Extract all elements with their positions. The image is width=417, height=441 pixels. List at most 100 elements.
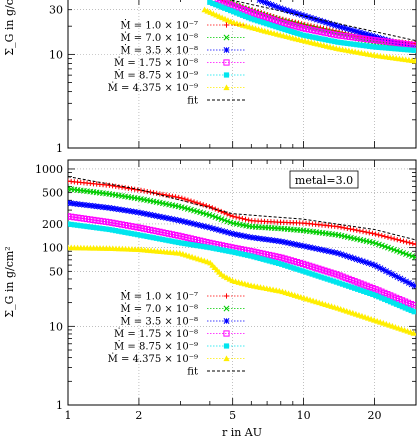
marker-53 (375, 37, 382, 44)
marker-58 (247, 234, 254, 241)
marker-9 (233, 10, 240, 16)
top-panel-frame (67, 0, 417, 149)
marker-98 (370, 291, 376, 298)
marker-61 (395, 46, 401, 52)
series-line (68, 202, 416, 288)
marker-94 (359, 258, 366, 265)
marker-12 (103, 204, 110, 211)
marker-33 (306, 33, 313, 40)
top-panel: 1 10 30 Σ_G in g/cm² Ṁ = 1.0 × 10⁻⁷Ṁ = 7.0… (3, 0, 417, 155)
marker-22 (273, 24, 279, 30)
marker-47 (213, 246, 219, 252)
series-6 (228, 0, 416, 42)
marker-38 (327, 30, 335, 37)
marker-1 (223, 305, 230, 312)
x-tick-label: 10 (297, 409, 311, 422)
marker-3 (223, 59, 230, 66)
marker-14 (248, 16, 255, 22)
marker-17 (119, 229, 125, 235)
marker-54 (234, 231, 241, 238)
marker-5 (81, 223, 87, 229)
marker-9 (93, 225, 100, 231)
marker-55 (381, 38, 389, 45)
y-tick-label: 1 (56, 399, 63, 412)
marker-30 (159, 229, 166, 236)
marker-107 (400, 238, 407, 244)
marker-51 (224, 211, 230, 217)
marker-3 (74, 201, 81, 208)
marker-16 (254, 18, 261, 24)
marker-29 (156, 213, 163, 220)
marker-13 (106, 226, 112, 233)
x-tick-label: 1 (65, 409, 72, 422)
marker-14 (109, 219, 116, 226)
marker-60 (253, 249, 260, 256)
marker-95 (361, 288, 367, 294)
marker-108 (399, 304, 405, 310)
marker-25 (144, 211, 151, 218)
marker-36 (178, 240, 185, 246)
marker-10 (96, 203, 103, 210)
legend-label: Ṁ = 1.75 × 10⁻⁸ (114, 57, 198, 69)
fit-line (68, 176, 416, 241)
legend-label: Ṁ = 4.375 × 10⁻⁹ (108, 353, 198, 365)
marker-6 (225, 6, 231, 12)
marker-4 (77, 215, 84, 222)
bottom-panel-frame (67, 159, 417, 406)
marker-1 (68, 221, 74, 228)
marker-15 (112, 220, 119, 227)
marker-36 (366, 32, 373, 38)
marker-46 (209, 225, 216, 232)
marker-36 (178, 218, 185, 224)
marker-43 (200, 202, 206, 208)
marker-42 (197, 243, 204, 249)
marker-17 (257, 19, 264, 25)
marker-19 (125, 185, 131, 191)
marker-65 (269, 252, 276, 259)
marker-0 (256, 0, 263, 4)
series-3 (68, 213, 416, 309)
legend-label: fit (187, 96, 198, 107)
marker-50 (222, 228, 229, 235)
marker-36 (316, 35, 322, 41)
marker-63 (263, 257, 269, 263)
marker-42 (340, 32, 347, 40)
x-tick-label: 20 (368, 409, 382, 422)
fit-line (228, 0, 416, 42)
marker-60 (392, 46, 398, 52)
marker-43 (201, 244, 207, 250)
marker-35 (176, 194, 182, 201)
marker-42 (197, 237, 204, 244)
marker-55 (237, 232, 244, 239)
marker-8 (280, 6, 287, 13)
marker-57 (242, 216, 249, 222)
marker-23 (137, 209, 144, 216)
marker-57 (382, 45, 389, 51)
x-tick-label: 2 (135, 409, 142, 422)
marker-21 (131, 223, 138, 230)
marker-14 (109, 183, 116, 189)
marker-37 (369, 32, 376, 39)
marker-63 (407, 41, 414, 48)
marker-109 (402, 305, 408, 311)
marker-83 (324, 276, 330, 282)
marker-99 (376, 232, 382, 238)
series-5 (68, 244, 416, 336)
marker-51 (363, 43, 369, 49)
marker-44 (203, 223, 210, 230)
marker-79 (312, 272, 318, 278)
marker-24 (140, 225, 147, 232)
marker-30 (160, 236, 166, 243)
marker-24 (329, 21, 336, 28)
marker-46 (353, 34, 360, 41)
marker-101 (382, 233, 388, 240)
marker-98 (371, 262, 378, 269)
marker-35 (175, 217, 182, 224)
marker-22 (134, 232, 141, 238)
marker-34 (172, 194, 179, 200)
marker-60 (253, 235, 260, 242)
marker-14 (298, 11, 305, 18)
marker-25 (144, 233, 150, 240)
marker-5 (223, 355, 230, 362)
marker-24 (141, 210, 147, 217)
